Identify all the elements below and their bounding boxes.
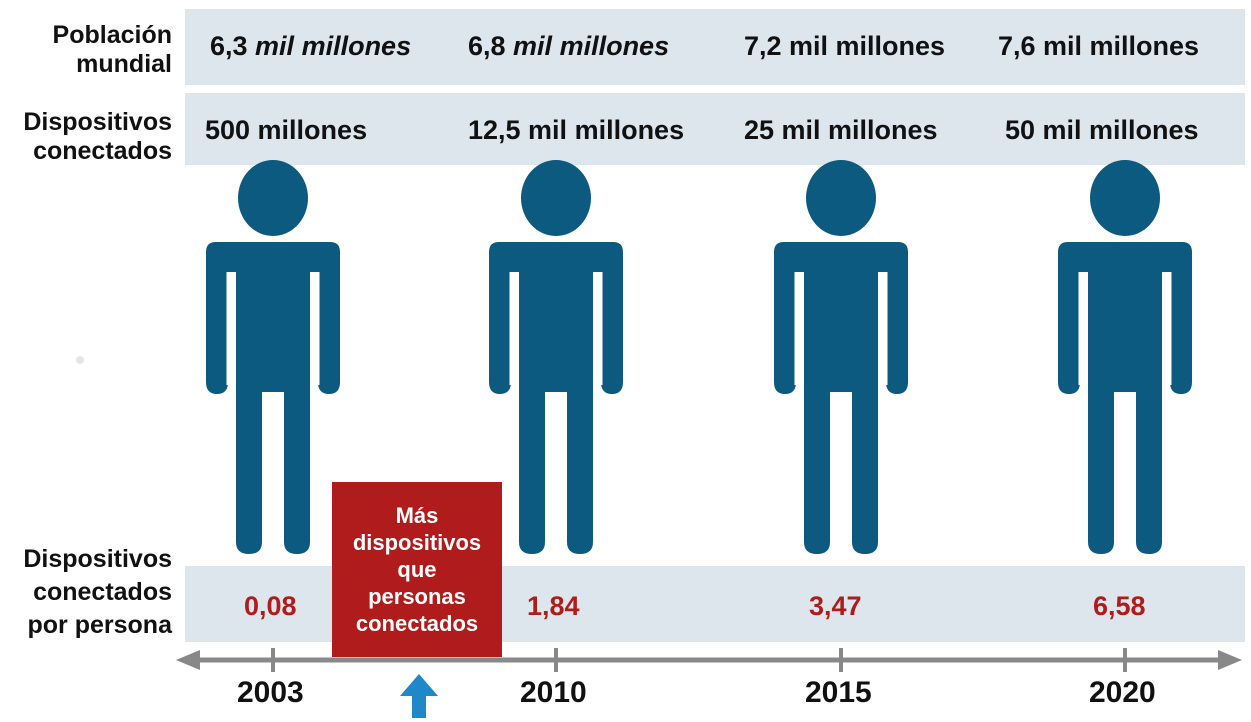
- per-person-2003: 0,08: [244, 591, 297, 621]
- population-2015: 7,2 mil millones: [744, 33, 945, 60]
- devices-band: [185, 93, 1245, 165]
- crossover-callout-text: Más dispositivos que personas conectados: [352, 503, 482, 636]
- person-icon-2020: [1058, 160, 1192, 554]
- population-2020-value: 7,6 mil millones: [998, 31, 1200, 61]
- decorative-dot: [76, 356, 84, 364]
- population-row-label: Población mundial: [52, 21, 172, 78]
- population-2003-value: 6,3 mil millones: [210, 31, 412, 61]
- double-arrow-icon: [176, 648, 1242, 672]
- population-2010: 6,8 mil millones: [468, 33, 669, 60]
- year-2015: 2015: [805, 676, 872, 709]
- up-arrow-icon: [400, 674, 438, 718]
- person-icon-2003: [206, 160, 340, 554]
- year-2010: 2010: [520, 676, 587, 709]
- devices-2003: 500 millones: [205, 115, 368, 145]
- devices-2020: 50 mil millones: [1005, 115, 1199, 145]
- population-2010-value: 6,8 mil millones: [468, 31, 670, 61]
- per-person-2015: 3,47: [809, 591, 862, 621]
- per-person-row-label: Dispositivos conectados por persona: [23, 545, 172, 639]
- devices-2010: 12,5 mil millones: [468, 115, 685, 145]
- devices-2015: 25 mil millones: [744, 115, 938, 145]
- population-2015-value: 7,2 mil millones: [744, 31, 946, 61]
- crossover-callout: Más dispositivos que personas conectados: [332, 482, 502, 657]
- person-icon-2010: [489, 160, 623, 554]
- population-band: [185, 9, 1245, 85]
- population-2003: 6,3 mil millones: [210, 33, 411, 60]
- devices-row-label: Dispositivos conectados: [23, 108, 172, 165]
- person-icon-2015: [774, 160, 908, 554]
- population-2020: 7,6 mil millones: [998, 33, 1199, 60]
- per-person-2010: 1,84: [527, 591, 580, 621]
- year-2003: 2003: [237, 676, 304, 709]
- per-person-2020: 6,58: [1093, 591, 1146, 621]
- year-2020: 2020: [1089, 676, 1156, 709]
